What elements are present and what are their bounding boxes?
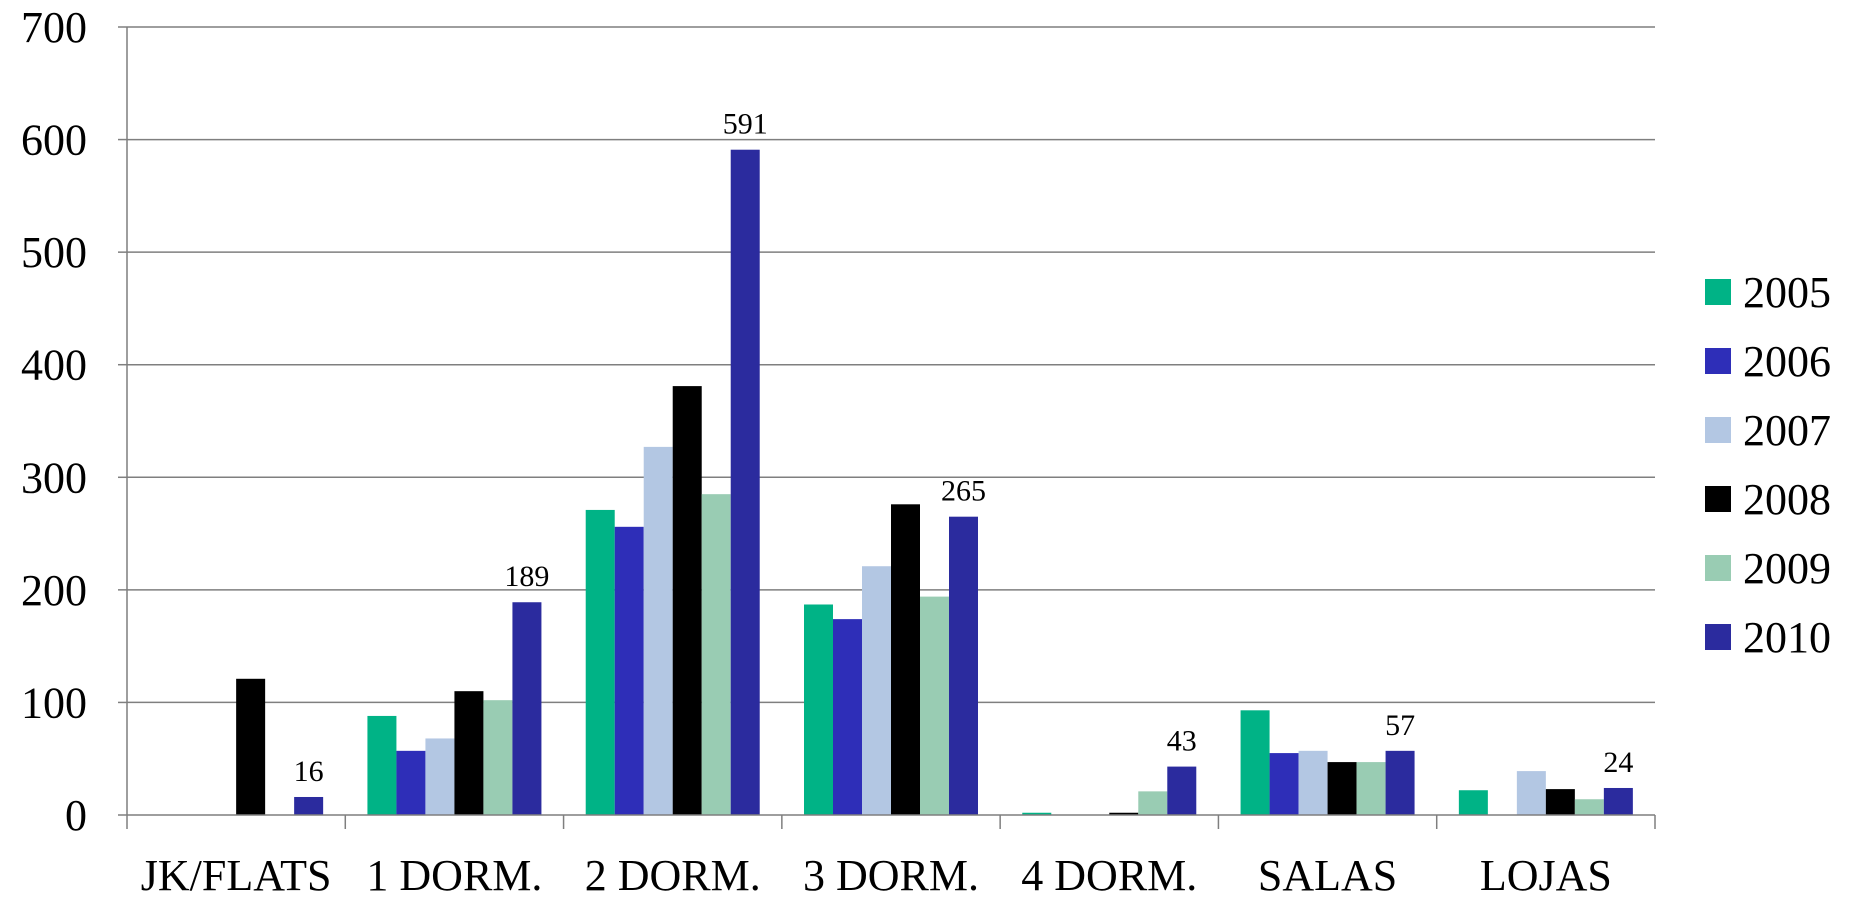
bar-2008-JK/FLATS (236, 678, 266, 815)
bar-2005-1 DORM. (367, 715, 397, 815)
x-tick-label: JK/FLATS (141, 851, 332, 900)
data-label: 57 (1385, 709, 1415, 742)
bar-2009-3 DORM. (920, 596, 949, 815)
bar-2007-SALAS (1298, 750, 1328, 815)
y-tick-label: 700 (21, 3, 87, 52)
data-label: 591 (723, 108, 768, 141)
bar-2005-4 DORM. (1022, 812, 1052, 815)
legend-label: 2005 (1743, 268, 1831, 317)
data-labels: 16 189 591 265 43 57 24 (294, 108, 1634, 788)
data-label: 43 (1167, 725, 1197, 758)
legend-swatch (1705, 279, 1731, 305)
bar-2010-LOJAS (1603, 787, 1633, 815)
legend-label: 2006 (1743, 337, 1831, 386)
bar-2009-4 DORM. (1138, 791, 1168, 815)
bar-2008-1 DORM. (454, 691, 484, 815)
bar-2007-1 DORM. (425, 738, 455, 815)
legend-label: 2008 (1743, 475, 1831, 524)
axes: 0 100 200 300 400 500 600 700 JK/FLATS 1 DORM. 2 D… (21, 3, 1656, 900)
bar-2005-2 DORM. (585, 509, 615, 815)
x-tick-label: 1 DORM. (366, 851, 542, 900)
bar-2008-SALAS (1327, 762, 1357, 815)
legend-item-2005: 2005 (1705, 268, 1831, 317)
y-tick-label: 500 (21, 228, 87, 277)
bar-2009-LOJAS (1574, 799, 1604, 815)
bar-2006-2 DORM. (614, 526, 644, 815)
y-tick-label: 100 (21, 678, 87, 727)
data-label: 16 (294, 755, 324, 788)
legend-swatch (1705, 486, 1731, 512)
legend-label: 2010 (1743, 613, 1831, 662)
bar-2007-LOJAS (1516, 771, 1546, 815)
legend-item-2010: 2010 (1705, 613, 1831, 662)
legend-label: 2007 (1743, 406, 1831, 455)
bar-2006-1 DORM. (396, 750, 426, 815)
y-tick-label: 0 (65, 791, 87, 840)
legend-swatch (1705, 624, 1731, 650)
y-tick-label: 400 (21, 341, 87, 390)
legend-item-2009: 2009 (1705, 544, 1831, 593)
legend-swatch (1705, 417, 1731, 443)
bar-2006-3 DORM. (833, 619, 862, 815)
bar-2009-2 DORM. (701, 494, 731, 815)
x-tick-label: SALAS (1258, 851, 1397, 900)
bar-2008-3 DORM. (891, 504, 920, 815)
legend-item-2006: 2006 (1705, 337, 1831, 386)
legend-item-2008: 2008 (1705, 475, 1831, 524)
bar-2005-LOJAS (1458, 790, 1488, 815)
bar-2010-1 DORM. (512, 602, 542, 815)
bar-2007-2 DORM. (643, 446, 673, 815)
bar-2010-JK/FLATS (294, 796, 324, 815)
bars (236, 149, 1633, 815)
gridlines (127, 26, 1655, 704)
legend-item-2007: 2007 (1705, 406, 1831, 455)
y-tick-label: 600 (21, 116, 87, 165)
y-tick-label: 200 (21, 566, 87, 615)
legend-swatch (1705, 555, 1731, 581)
x-tick-label: 3 DORM. (803, 851, 979, 900)
data-label: 189 (504, 560, 549, 593)
bar-2008-2 DORM. (672, 386, 702, 815)
y-tick-label: 300 (21, 453, 87, 502)
bar-2010-SALAS (1385, 750, 1415, 815)
data-label: 265 (941, 475, 986, 508)
x-tick-label: 4 DORM. (1021, 851, 1197, 900)
x-tick-label: LOJAS (1480, 851, 1612, 900)
bar-2009-1 DORM. (483, 700, 513, 815)
legend: 2005 2006 2007 2008 2009 2010 (1705, 268, 1831, 662)
bar-2005-SALAS (1240, 710, 1270, 815)
bar-2010-4 DORM. (1167, 766, 1197, 815)
bar-2009-SALAS (1356, 762, 1386, 815)
x-tick-label: 2 DORM. (585, 851, 761, 900)
bar-2010-3 DORM. (949, 516, 978, 815)
legend-swatch (1705, 348, 1731, 374)
data-label: 24 (1603, 746, 1633, 779)
bar-2010-2 DORM. (730, 149, 760, 815)
bar-2007-3 DORM. (862, 566, 891, 815)
bar-2005-3 DORM. (804, 604, 833, 815)
bar-2008-4 DORM. (1109, 812, 1139, 815)
bar-2008-LOJAS (1545, 789, 1575, 815)
legend-label: 2009 (1743, 544, 1831, 593)
bar-2006-SALAS (1269, 753, 1299, 815)
